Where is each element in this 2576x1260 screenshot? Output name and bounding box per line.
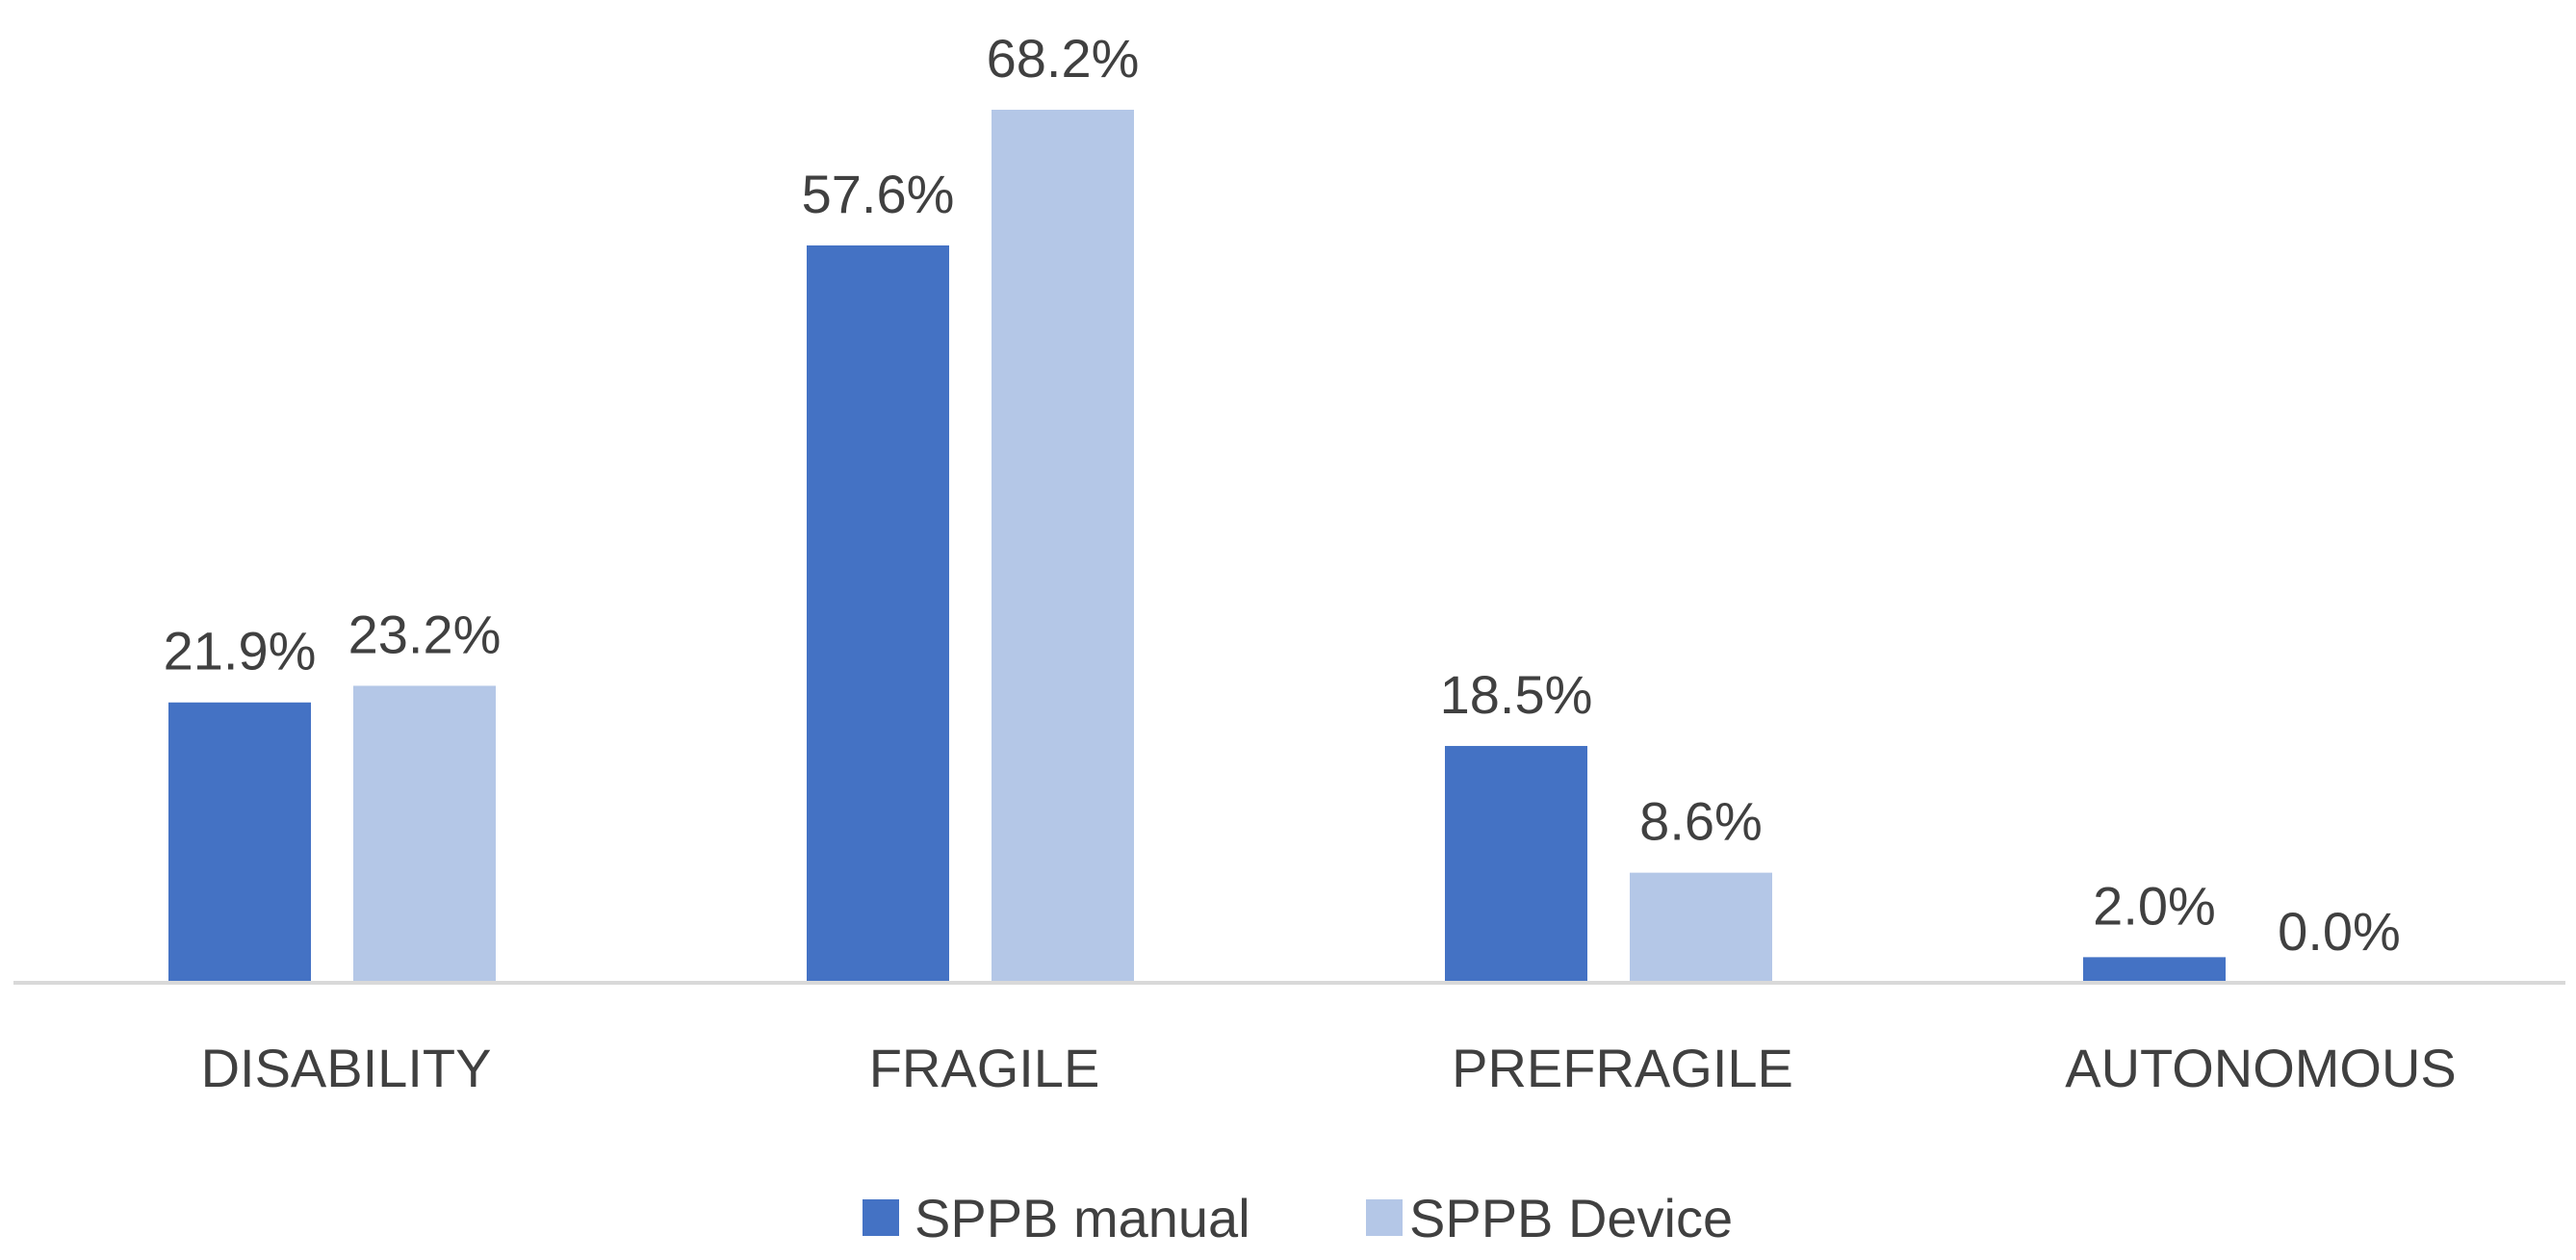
bar-disability-sppb-device <box>353 685 496 983</box>
data-labels-layer: 21.9% 23.2% 57.6% 68.2% 18.5% 8.6% 2.0% 0.0% <box>164 28 2401 962</box>
category-labels-layer: DISABILITY FRAGILE PREFRAGILE AUTONOMOUS <box>201 1038 2457 1098</box>
bar-fragile-sppb-manual <box>807 244 949 983</box>
legend: SPPB manual SPPB Device <box>863 1188 1733 1248</box>
legend-swatch-sppb-manual <box>863 1199 899 1236</box>
legend-label-sppb-device: SPPB Device <box>1409 1188 1733 1248</box>
bar-fragile-sppb-device <box>992 110 1134 983</box>
data-label-disability-sppb-manual: 21.9% <box>164 621 317 681</box>
category-label-disability: DISABILITY <box>201 1038 492 1098</box>
data-label-disability-sppb-device: 23.2% <box>348 604 502 664</box>
category-label-prefragile: PREFRAGILE <box>1452 1038 1793 1098</box>
data-label-fragile-sppb-device: 68.2% <box>987 28 1140 89</box>
data-label-prefragile-sppb-device: 8.6% <box>1639 791 1763 852</box>
data-label-prefragile-sppb-manual: 18.5% <box>1440 664 1593 725</box>
legend-label-sppb-manual: SPPB manual <box>914 1188 1250 1248</box>
category-label-autonomous: AUTONOMOUS <box>2065 1038 2457 1098</box>
bar-prefragile-sppb-device <box>1630 872 1772 983</box>
bars-layer <box>168 110 2226 983</box>
bar-disability-sppb-manual <box>168 702 311 983</box>
data-label-autonomous-sppb-device: 0.0% <box>2278 901 2401 962</box>
bar-autonomous-sppb-manual <box>2083 957 2226 983</box>
bar-prefragile-sppb-manual <box>1445 745 1587 983</box>
legend-swatch-sppb-device <box>1366 1199 1403 1236</box>
data-label-fragile-sppb-manual: 57.6% <box>802 164 955 224</box>
data-label-autonomous-sppb-manual: 2.0% <box>2093 875 2216 936</box>
category-label-fragile: FRAGILE <box>869 1038 1100 1098</box>
